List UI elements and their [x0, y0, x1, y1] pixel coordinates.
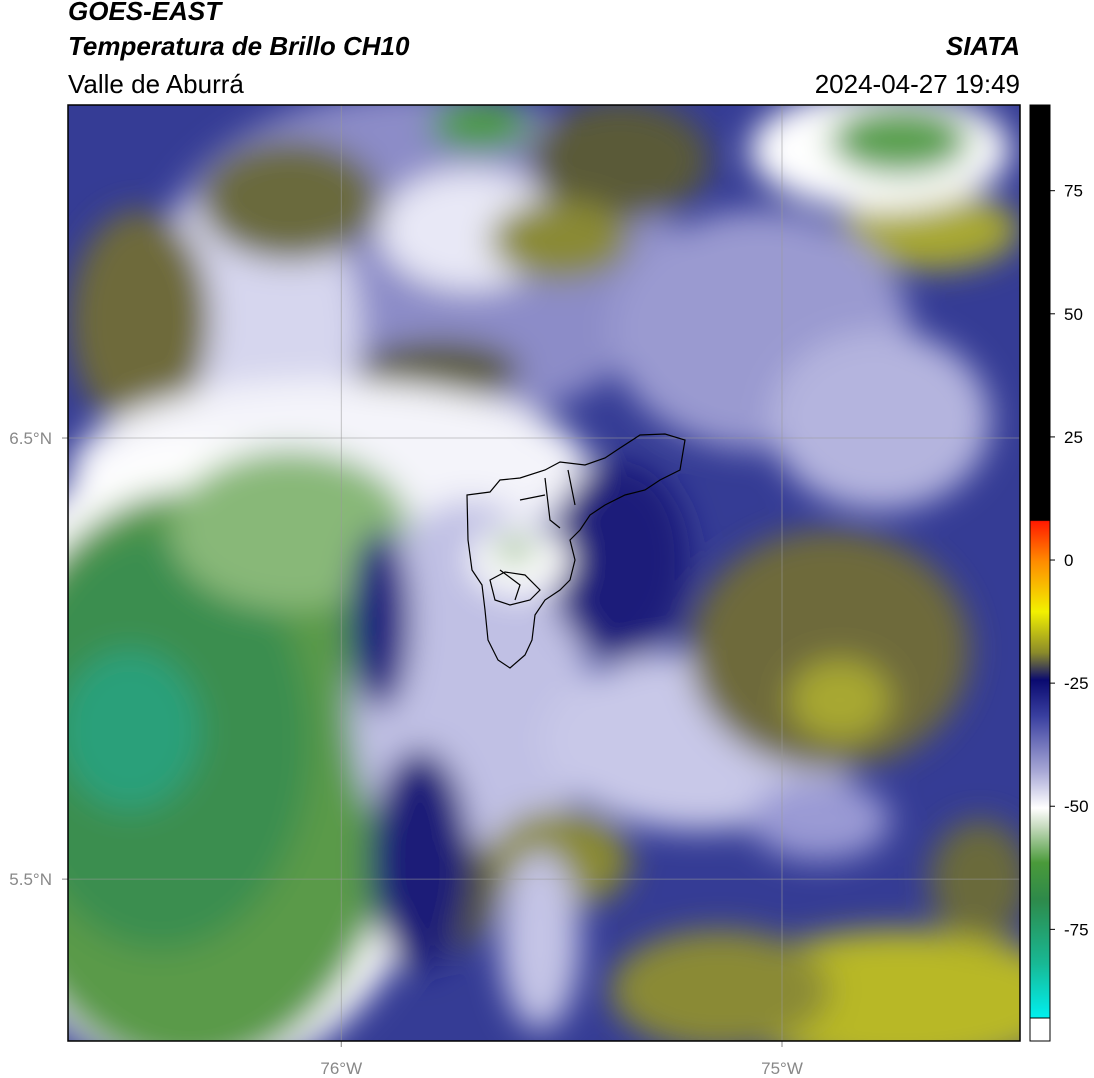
x-tick-label: 75°W	[761, 1059, 803, 1078]
colorbar-label: 50	[1064, 305, 1083, 324]
graticule	[62, 105, 1020, 1047]
x-tick-label: 76°W	[320, 1059, 362, 1078]
cloud-blob	[70, 210, 210, 430]
satellite-imagery	[68, 105, 1020, 1041]
colorbar-label: -75	[1064, 920, 1089, 939]
colorbar-extension	[1029, 1017, 1051, 1042]
cloud-blob	[68, 650, 200, 810]
colorbar-label: 0	[1064, 551, 1073, 570]
cloud-blob	[750, 780, 890, 860]
cloud-blob	[840, 190, 1020, 270]
cloud-blob	[500, 850, 580, 1030]
region: Valle de Aburrá	[68, 69, 244, 99]
colorbar-gradient	[1030, 105, 1050, 1018]
cloud-blob	[690, 530, 970, 770]
cloud-blob	[200, 140, 380, 260]
source: SIATA	[946, 31, 1020, 61]
subtitle: Temperatura de Brillo CH10	[68, 31, 410, 61]
cloud-blob	[370, 750, 470, 970]
y-tick-label: 6.5°N	[9, 429, 52, 448]
cloud-blob	[490, 200, 630, 280]
cloud-field	[68, 105, 1020, 1041]
datetime: 2024-04-27 19:49	[815, 69, 1020, 99]
colorbar-label: 75	[1064, 182, 1083, 201]
cloud-blob	[430, 105, 530, 150]
map-frame	[67, 104, 1021, 1042]
cloud-blob	[170, 450, 410, 610]
colorbar-label: -25	[1064, 674, 1089, 693]
y-tick-label: 5.5°N	[9, 870, 52, 889]
cloud-blob	[550, 460, 690, 660]
cloud-blob	[610, 930, 830, 1041]
colorbar-label: 25	[1064, 428, 1083, 447]
colorbar: -75 -50 -25 0 25 50 75	[1050, 182, 1089, 939]
cloud-blob	[495, 538, 535, 562]
aburra-valley-outline	[466, 433, 686, 669]
cloud-blob	[350, 530, 410, 710]
colorbar-frame	[1029, 104, 1051, 1042]
cloud-blob	[790, 660, 890, 740]
cloud-blob	[930, 820, 1020, 940]
title: GOES-EAST	[68, 0, 223, 26]
cloud-blob	[770, 330, 990, 510]
colorbar-label: -50	[1064, 797, 1089, 816]
cloud-blob	[530, 105, 710, 220]
cloud-blob	[830, 105, 970, 175]
